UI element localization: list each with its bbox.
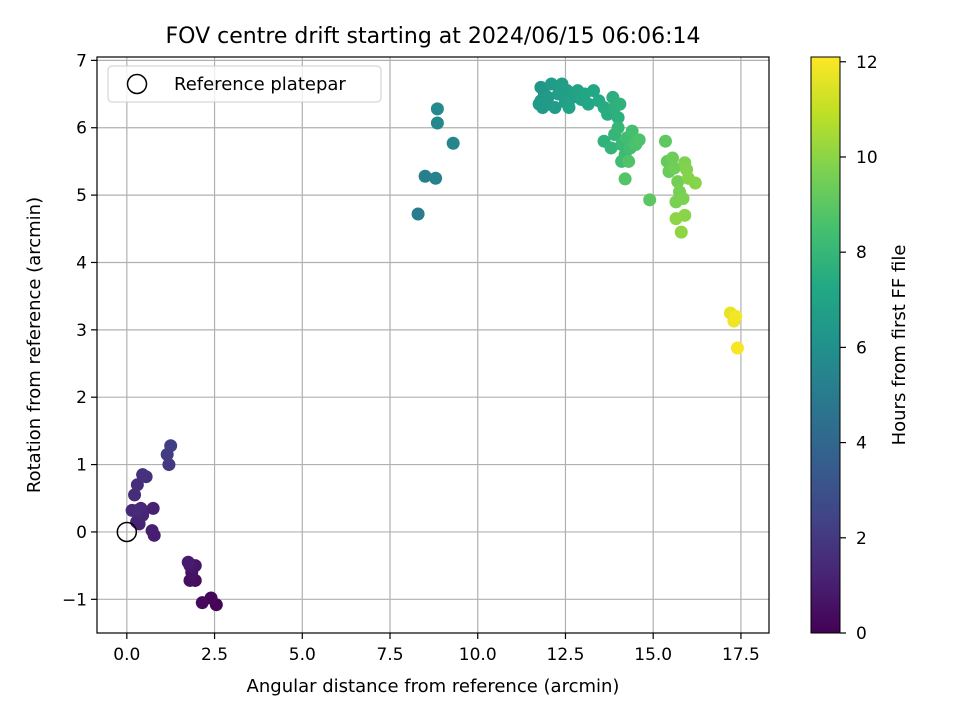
y-tick-label: 4	[76, 253, 87, 273]
colorbar: 0 2 4 6 8 10 12 Hours from first FF file	[810, 53, 910, 644]
y-tick-label: 2	[76, 388, 87, 408]
y-tick-label: 7	[76, 51, 87, 71]
data-point	[195, 596, 209, 610]
colorbar-gradient	[810, 56, 841, 634]
colorbar-tick-label: 12	[856, 53, 878, 73]
legend: Reference platepar	[107, 65, 382, 103]
data-point	[643, 193, 657, 207]
data-point	[162, 458, 176, 472]
colorbar-tick-label: 10	[856, 148, 878, 168]
data-point	[611, 111, 625, 125]
reference-platepar-marker	[116, 521, 138, 543]
data-point	[671, 175, 685, 189]
x-tick-label: 17.5	[722, 645, 760, 665]
data-point	[676, 191, 690, 205]
data-point	[665, 151, 679, 165]
legend-label: Reference platepar	[174, 74, 346, 95]
data-point	[430, 116, 444, 130]
y-tick-label: 6	[76, 119, 87, 139]
legend-box	[107, 65, 382, 103]
data-point	[548, 101, 562, 115]
data-point	[587, 84, 601, 98]
data-point	[674, 225, 688, 239]
data-point	[544, 77, 558, 91]
colorbar-tick-label: 2	[856, 529, 867, 549]
data-point	[418, 169, 432, 183]
data-point	[618, 172, 632, 186]
colorbar-label: Hours from first FF file	[889, 245, 910, 446]
plot-frame	[96, 56, 770, 634]
x-tick-label: 7.5	[376, 645, 403, 665]
y-tick-label: 5	[76, 186, 87, 206]
data-points	[116, 77, 744, 612]
data-point	[145, 524, 159, 538]
colorbar-ticks: 0 2 4 6 8 10 12	[840, 53, 878, 644]
data-point	[613, 97, 627, 111]
data-point	[729, 309, 743, 323]
data-point	[581, 97, 595, 111]
y-tick-label: −1	[62, 590, 87, 610]
data-point	[688, 176, 702, 190]
data-point	[625, 124, 639, 138]
x-tick-label: 0.0	[113, 645, 140, 665]
colorbar-tick-label: 6	[856, 338, 867, 358]
x-tick-label: 2.5	[201, 645, 228, 665]
data-point	[667, 161, 681, 175]
grid-lines	[97, 57, 769, 633]
data-point	[430, 102, 444, 116]
colorbar-tick-label: 4	[856, 434, 867, 454]
data-point	[146, 501, 160, 515]
data-point	[128, 488, 142, 502]
x-tick-label: 12.5	[547, 645, 585, 665]
data-point	[604, 141, 618, 155]
data-point	[130, 478, 144, 492]
data-point	[669, 212, 683, 226]
data-point	[181, 555, 195, 569]
legend-marker-open-circle-icon	[126, 73, 148, 95]
y-tick-label: 3	[76, 321, 87, 341]
data-point	[658, 134, 672, 148]
data-point	[130, 503, 144, 517]
x-axis-ticks: 0.0 2.5 5.0 7.5 10.0 12.5 15.0 17.5	[113, 633, 760, 665]
data-point	[136, 468, 150, 482]
data-point	[562, 101, 576, 115]
colorbar-tick-label: 0	[856, 624, 867, 644]
x-tick-label: 5.0	[289, 645, 316, 665]
x-axis-label: Angular distance from reference (arcmin)	[247, 676, 620, 697]
chart-title: FOV centre drift starting at 2024/06/15 …	[166, 24, 701, 49]
colorbar-tick-label: 8	[856, 243, 867, 263]
data-point	[632, 133, 646, 147]
y-tick-label: 0	[76, 523, 87, 543]
data-point	[429, 171, 443, 185]
y-axis-label: Rotation from reference (arcmin)	[24, 197, 45, 493]
data-point	[611, 121, 625, 135]
y-tick-label: 1	[76, 456, 87, 476]
y-axis-ticks: −1 0 1 2 3 4 5 6 7	[62, 51, 97, 610]
data-point	[411, 207, 425, 221]
data-point	[730, 341, 744, 355]
data-point	[164, 439, 178, 453]
x-tick-label: 15.0	[634, 645, 672, 665]
x-tick-label: 10.0	[459, 645, 497, 665]
data-point	[622, 154, 636, 168]
data-point	[446, 136, 460, 150]
